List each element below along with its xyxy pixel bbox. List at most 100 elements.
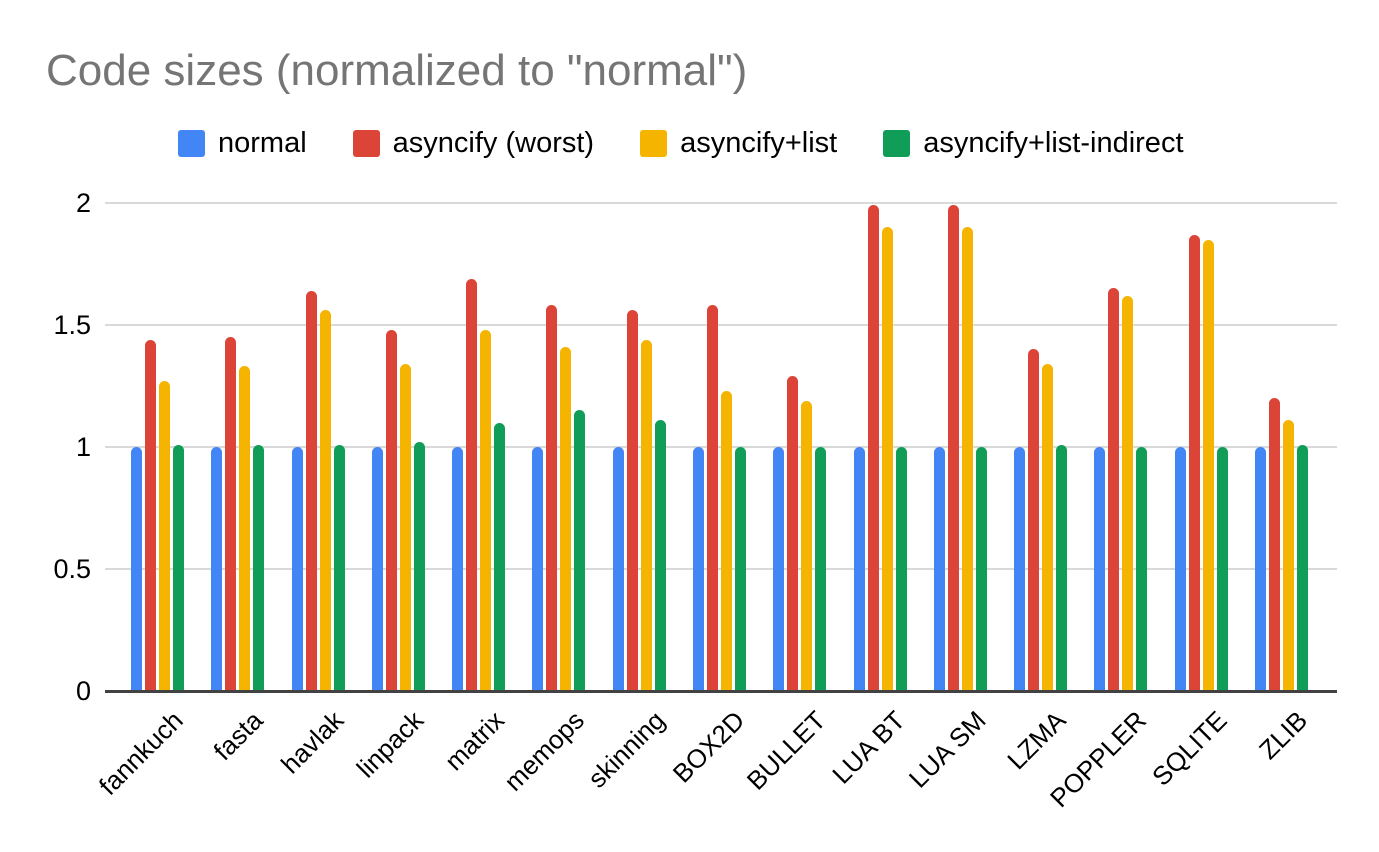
bar bbox=[1122, 296, 1134, 691]
bar bbox=[1268, 398, 1280, 691]
bar-group-bullet bbox=[773, 203, 827, 691]
bar bbox=[933, 447, 945, 691]
bar bbox=[1296, 445, 1308, 691]
bar-group-skinning bbox=[612, 203, 666, 691]
x-tick-label: LUA BT bbox=[826, 705, 912, 790]
bar bbox=[546, 305, 558, 691]
plot-area: fannkuch fasta havlak linpack matrix memops sk… bbox=[93, 202, 1337, 813]
x-tick-label: ZLIB bbox=[1252, 705, 1313, 766]
bar bbox=[1282, 420, 1294, 691]
bar-group-memops bbox=[532, 203, 586, 691]
bar bbox=[801, 401, 813, 691]
y-tick-label: 1 bbox=[75, 432, 91, 462]
bar bbox=[961, 227, 973, 691]
x-tick-label: fannkuch bbox=[92, 705, 189, 801]
legend-label: normal bbox=[218, 127, 307, 159]
legend-item: normal bbox=[178, 127, 307, 160]
bar bbox=[787, 376, 799, 691]
bar-group-sqlite bbox=[1174, 203, 1228, 691]
legend-swatch bbox=[352, 130, 380, 157]
y-tick-label: 2 bbox=[75, 188, 91, 218]
bar-group-matrix bbox=[452, 203, 506, 691]
bar bbox=[291, 447, 303, 691]
bar bbox=[1042, 364, 1054, 691]
bar bbox=[720, 391, 732, 691]
x-tick-label: havlak bbox=[274, 705, 350, 780]
bar bbox=[173, 445, 184, 691]
bar bbox=[131, 447, 142, 691]
bar bbox=[385, 330, 397, 691]
bar bbox=[253, 445, 265, 691]
x-tick-label: skinning bbox=[581, 705, 671, 794]
bar bbox=[692, 447, 704, 691]
bar bbox=[399, 364, 411, 691]
bar bbox=[145, 340, 156, 691]
gridline bbox=[105, 202, 1337, 204]
bar bbox=[1188, 235, 1200, 691]
legend-item: asyncify (worst) bbox=[352, 127, 594, 160]
bar bbox=[333, 445, 345, 691]
bar bbox=[1108, 288, 1120, 691]
legend-item: asyncify+list-indirect bbox=[883, 127, 1184, 160]
y-tick-label: 1.5 bbox=[53, 310, 91, 340]
x-tick-label: linpack bbox=[351, 705, 430, 784]
bar bbox=[773, 447, 785, 691]
bar bbox=[626, 310, 638, 691]
bar bbox=[159, 381, 170, 691]
bar-group-fannkuch bbox=[131, 203, 184, 691]
bar bbox=[1028, 349, 1040, 691]
legend-label: asyncify+list bbox=[680, 127, 838, 159]
bar bbox=[452, 447, 464, 691]
bar bbox=[560, 347, 572, 691]
bar bbox=[1216, 447, 1228, 691]
bar-group-lzma bbox=[1014, 203, 1068, 691]
bar bbox=[654, 420, 666, 691]
bar bbox=[413, 442, 425, 691]
x-tick-label: LUA SM bbox=[902, 705, 992, 794]
bar bbox=[1254, 447, 1266, 691]
bar bbox=[734, 447, 746, 691]
bar bbox=[225, 337, 237, 691]
x-tick-label: BULLET bbox=[740, 705, 831, 796]
x-tick-label: fasta bbox=[207, 705, 269, 767]
x-tick-label: SQLITE bbox=[1145, 705, 1233, 792]
bar bbox=[319, 310, 331, 691]
bar bbox=[895, 447, 907, 691]
chart-legend: normal asyncify (worst) asyncify+list async… bbox=[178, 127, 1184, 160]
x-axis-line bbox=[105, 690, 1337, 693]
bar bbox=[532, 447, 544, 691]
legend-swatch bbox=[883, 130, 911, 157]
x-tick-label: matrix bbox=[438, 705, 510, 777]
bar bbox=[640, 340, 652, 691]
bar bbox=[494, 423, 506, 691]
bar-group-poppler bbox=[1094, 203, 1148, 691]
bar bbox=[305, 291, 317, 691]
legend-swatch bbox=[640, 130, 668, 157]
bar bbox=[706, 305, 718, 691]
bar-group-zlib bbox=[1254, 203, 1308, 691]
bar bbox=[1014, 447, 1026, 691]
bar bbox=[975, 447, 987, 691]
bar-group-fasta bbox=[211, 203, 265, 691]
bar bbox=[1056, 445, 1068, 691]
bar-group-lua-sm bbox=[933, 203, 987, 691]
chart-title: Code sizes (normalized to "normal") bbox=[46, 46, 748, 95]
bar bbox=[881, 227, 893, 691]
y-tick-label: 0 bbox=[75, 676, 91, 706]
bar bbox=[1136, 447, 1148, 691]
x-tick-label: BOX2D bbox=[667, 705, 751, 789]
bar-group-lua-bt bbox=[853, 203, 907, 691]
bar bbox=[1094, 447, 1106, 691]
bar bbox=[574, 410, 586, 691]
bar bbox=[480, 330, 492, 691]
bar bbox=[1174, 447, 1186, 691]
bar-group-linpack bbox=[371, 203, 425, 691]
bar bbox=[239, 366, 251, 691]
bar bbox=[1202, 240, 1214, 691]
legend-swatch bbox=[178, 130, 205, 157]
bar-group-havlak bbox=[291, 203, 345, 691]
bar-groups-layer bbox=[105, 203, 1337, 691]
bar bbox=[466, 279, 478, 691]
bar bbox=[612, 447, 624, 691]
